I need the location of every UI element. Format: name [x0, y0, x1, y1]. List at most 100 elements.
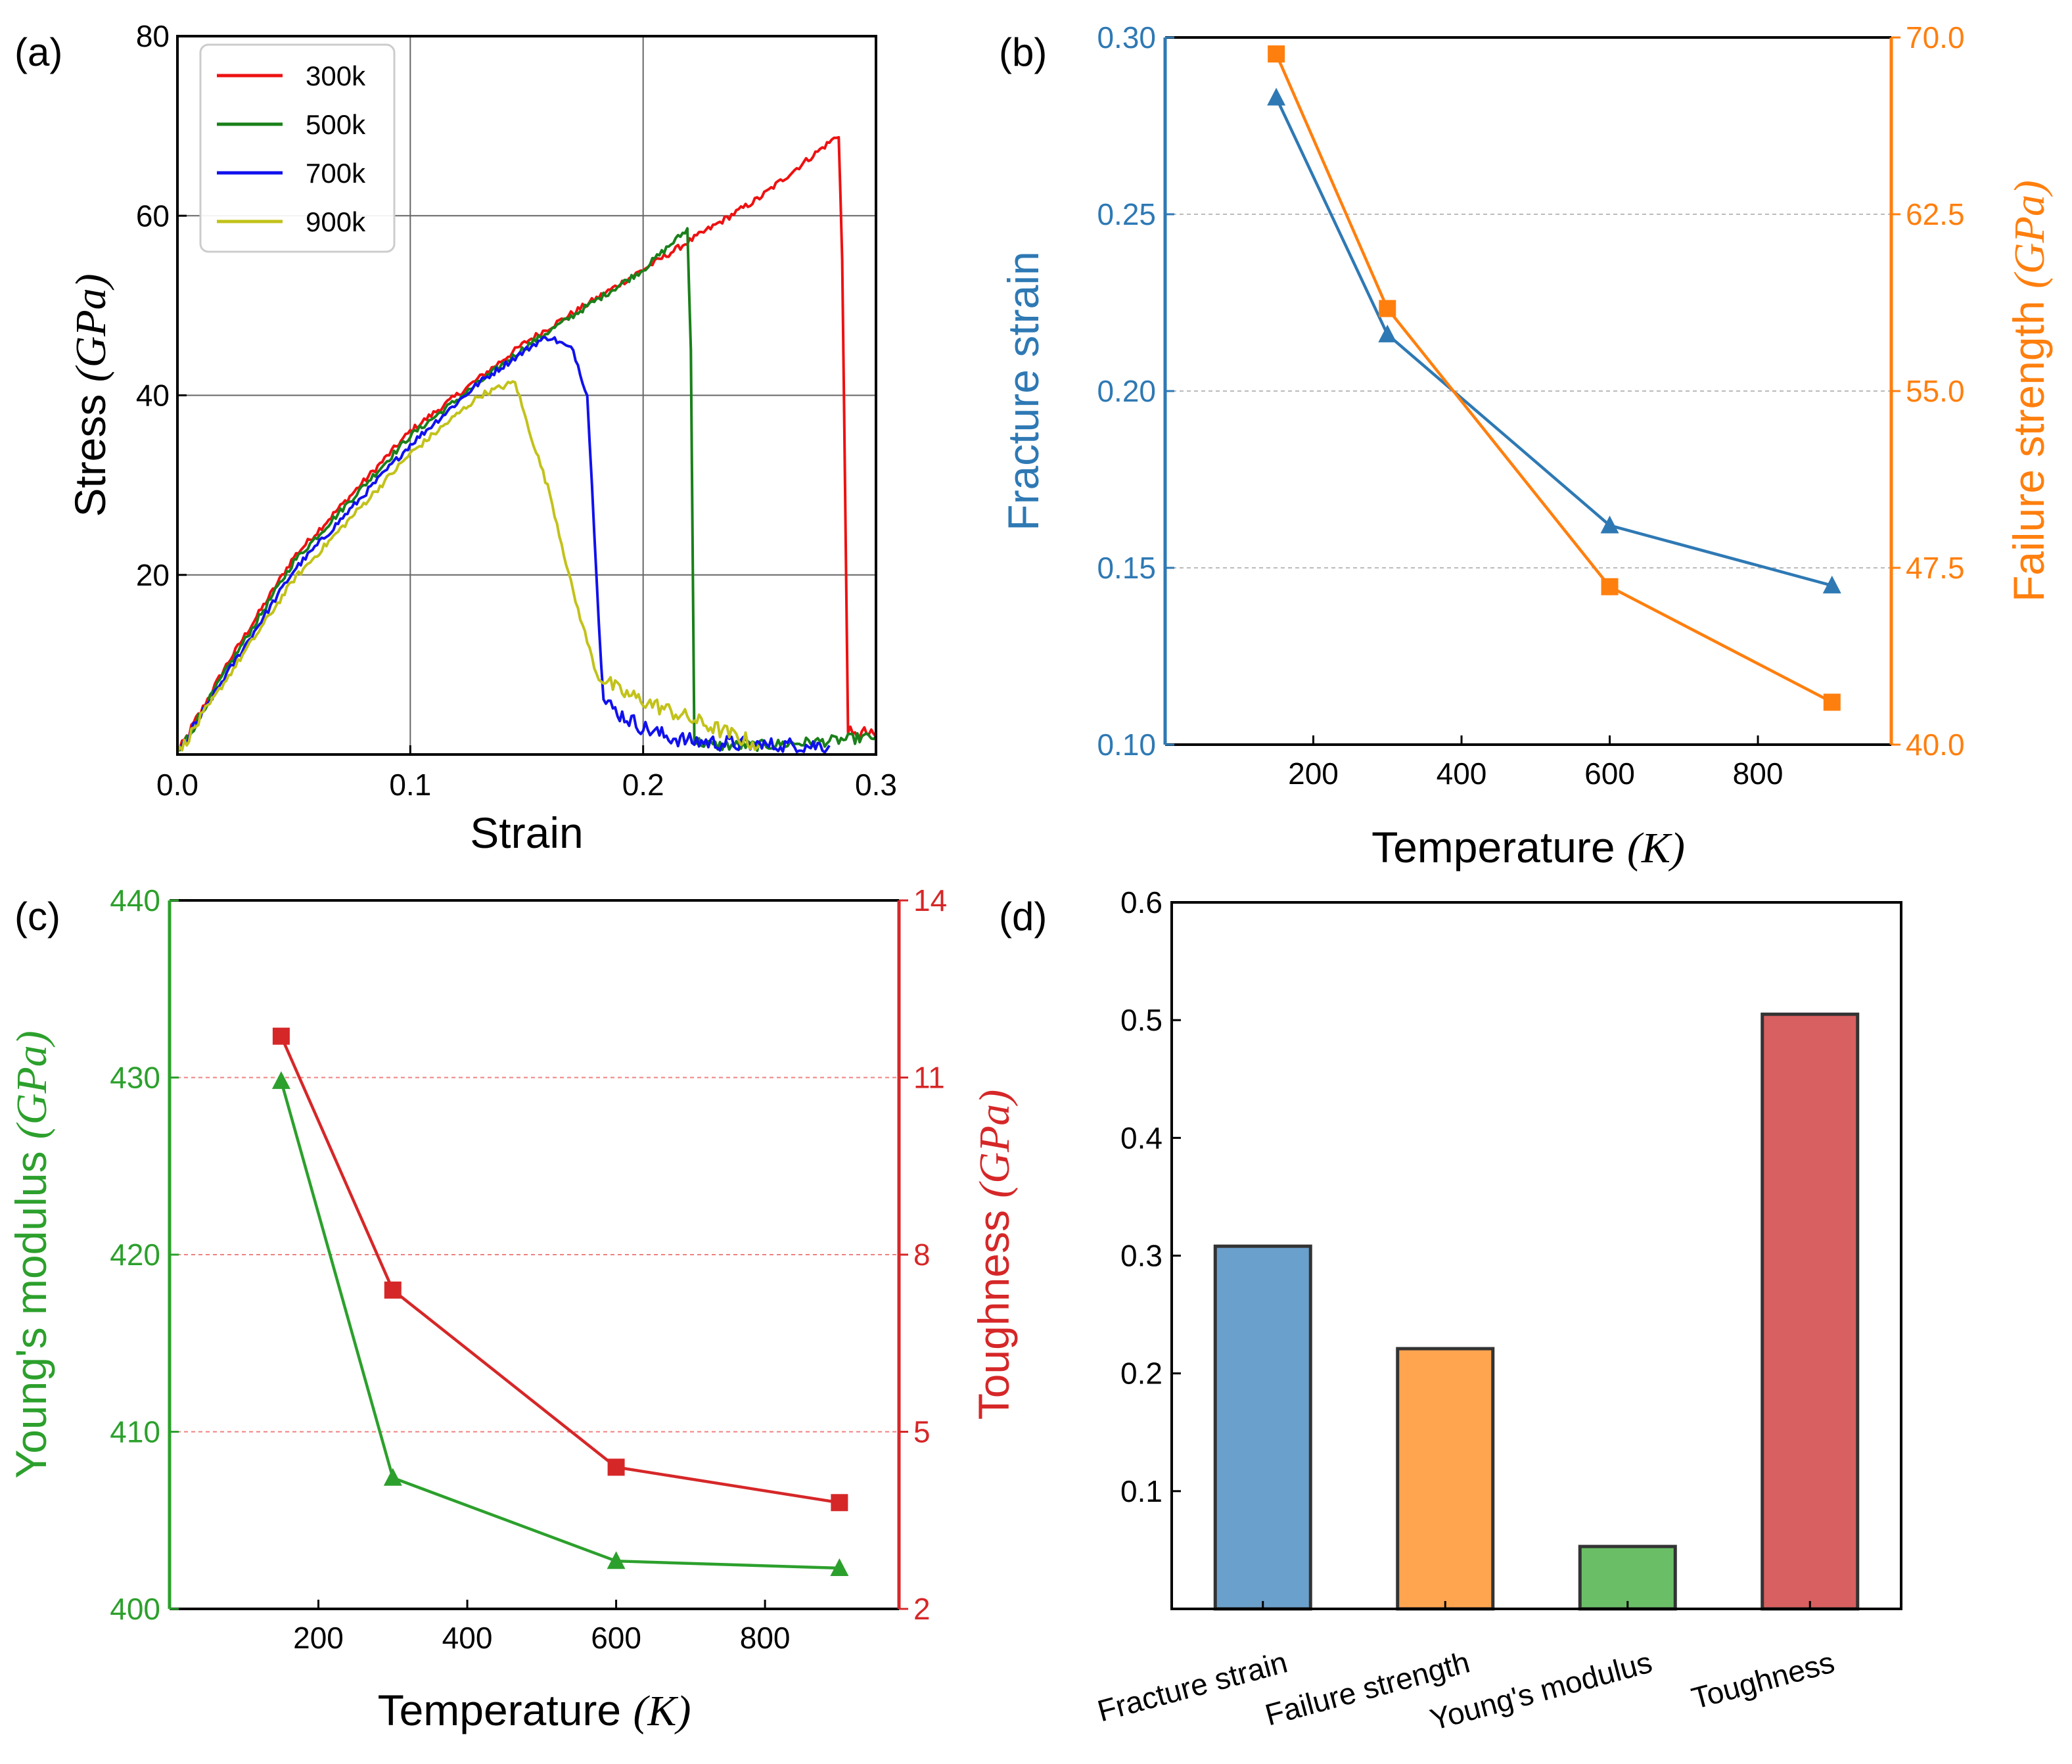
y-tick-label: 0.1	[1120, 1474, 1163, 1508]
y-tick-label-right: 2	[913, 1592, 931, 1626]
series-line-Fracture strain	[1275, 97, 1833, 588]
panel-a: 0.0 0.1 0.2 0.3 20 40 60 80 Strain Stress (GPa) (a…	[14, 19, 897, 857]
y-axis-label-right-text: Failure strength	[2004, 289, 2053, 602]
data-point-Failure strength	[1601, 578, 1619, 595]
data-point-Young's modulus	[383, 1468, 402, 1486]
y-tick-label-right: 5	[913, 1415, 931, 1449]
x-axis-label: Temperature (K)	[378, 1686, 691, 1735]
x-axis-label: Strain	[470, 808, 583, 857]
data-point-Young's modulus	[271, 1071, 290, 1089]
y-axis-label-left-text: Fracture strain	[999, 251, 1048, 530]
y-axis-label-right: Toughness (GPa)	[969, 1090, 1019, 1420]
x-tick-label: 800	[740, 1621, 791, 1655]
data-point-Failure strength	[1268, 45, 1285, 63]
y-tick-label: 0.3	[1120, 1239, 1163, 1273]
y-tick-label-right: 62.5	[1906, 197, 1965, 231]
x-tick-label: 200	[1288, 756, 1339, 791]
x-tick-label: 600	[1584, 756, 1635, 791]
series-line-Failure strength	[1275, 53, 1833, 704]
y-tick-label: 60	[136, 198, 170, 233]
y-tick-label-left: 430	[110, 1061, 160, 1095]
panel-label: (b)	[999, 30, 1047, 74]
legend: 300k 500k 700k 900k	[199, 43, 396, 253]
x-tick-label: 200	[293, 1621, 344, 1655]
bar-Toughness	[1761, 1012, 1860, 1611]
x-tick-label: Fracture strain	[1094, 1644, 1291, 1728]
y-tick-label-left: 420	[110, 1238, 160, 1272]
x-axis-label-text: Temperature	[1371, 823, 1627, 871]
y-tick-label-right: 70.0	[1906, 20, 1965, 55]
data-point-Young's modulus	[830, 1558, 849, 1577]
y-axis-label-left-text: Young's modulus	[7, 1139, 55, 1479]
x-tick-label: 0.2	[622, 768, 664, 802]
y-tick-label-right: 14	[913, 883, 947, 917]
y-axis-label-left: Fracture strain	[999, 251, 1048, 530]
legend-label-500k: 500k	[306, 109, 366, 140]
x-tick-label: 0.3	[855, 768, 897, 802]
data-point-Toughness	[272, 1027, 290, 1045]
x-tick-label: 400	[442, 1621, 493, 1655]
panel-label: (d)	[999, 894, 1047, 939]
y-tick-label: 20	[136, 558, 170, 592]
bar-Failure strength	[1396, 1347, 1495, 1611]
panel-label: (c)	[14, 894, 60, 939]
y-tick-label-left: 440	[110, 883, 160, 917]
y-axis-label-right-text: Toughness	[969, 1198, 1018, 1420]
x-axis-label-text: Temperature	[378, 1686, 633, 1734]
y-tick-label-right: 8	[913, 1238, 931, 1272]
legend-box	[199, 43, 396, 253]
series-line-Toughness	[279, 1035, 840, 1504]
panel-b: 200 400 600 800 0.10 0.15 0.20 0.25 0.30 40.0 47.5…	[999, 20, 2054, 872]
series-line-300k	[176, 135, 877, 752]
y-tick-label-right: 40.0	[1906, 728, 1965, 762]
y-tick-label-right: 11	[913, 1061, 945, 1095]
legend-label-900k: 900k	[306, 206, 366, 237]
data-point-Toughness	[831, 1494, 848, 1512]
y-tick-label-left: 0.30	[1097, 20, 1156, 55]
series-line-Young's modulus	[279, 1080, 840, 1570]
x-tick-label: 400	[1437, 756, 1487, 791]
y-tick-label-left: 0.15	[1097, 551, 1156, 585]
x-axis-label-unit: (K)	[633, 1687, 691, 1735]
y-axis-label-right-unit: (GPa)	[971, 1090, 1019, 1198]
x-tick-label: 800	[1733, 756, 1784, 791]
y-tick-label-left: 0.10	[1097, 728, 1156, 762]
bar-Young's modulus	[1578, 1544, 1677, 1611]
series-line-500k	[176, 227, 877, 753]
legend-label-300k: 300k	[306, 60, 366, 91]
y-axis-label-unit: (GPa)	[67, 273, 115, 382]
data-point-Young's modulus	[607, 1551, 626, 1569]
y-tick-label: 80	[136, 19, 170, 53]
y-axis-label-text: Stress	[66, 382, 114, 517]
data-point-Fracture strain	[1378, 324, 1397, 342]
y-axis-label: Stress (GPa)	[66, 273, 115, 517]
legend-label-700k: 700k	[306, 158, 366, 189]
y-tick-label-right: 55.0	[1906, 374, 1965, 408]
y-tick-label: 0.6	[1120, 885, 1163, 919]
y-tick-label: 40	[136, 379, 170, 413]
data-point-Fracture strain	[1600, 515, 1619, 534]
x-tick-label: 0.1	[389, 768, 431, 802]
y-tick-label-right: 47.5	[1906, 551, 1965, 585]
y-axis-label-left: Young's modulus (GPa)	[7, 1031, 56, 1478]
panel-label: (a)	[14, 30, 62, 74]
y-tick-label-left: 410	[110, 1415, 160, 1449]
data-point-Failure strength	[1379, 300, 1396, 317]
y-axis-label-left-unit: (GPa)	[8, 1031, 56, 1139]
y-tick-label-left: 0.20	[1097, 374, 1156, 408]
x-tick-label: 600	[591, 1621, 641, 1655]
y-tick-label-left: 400	[110, 1592, 160, 1626]
x-tick-label: Toughness	[1688, 1644, 1837, 1715]
data-point-Toughness	[384, 1281, 402, 1299]
data-point-Fracture strain	[1267, 87, 1286, 106]
x-axis-label: Temperature (K)	[1371, 823, 1685, 872]
panel-c: 200 400 600 800 400 410 420 430 440 2 5 8 11 14 Temper…	[7, 883, 1019, 1735]
y-axis-label-right: Failure strength (GPa)	[2004, 180, 2054, 602]
bar-Fracture strain	[1213, 1244, 1312, 1611]
y-tick-label: 0.2	[1120, 1357, 1163, 1391]
data-point-Toughness	[607, 1458, 625, 1476]
x-axis-label-unit: (K)	[1627, 824, 1685, 872]
y-axis-label-right-unit: (GPa)	[2006, 180, 2054, 289]
